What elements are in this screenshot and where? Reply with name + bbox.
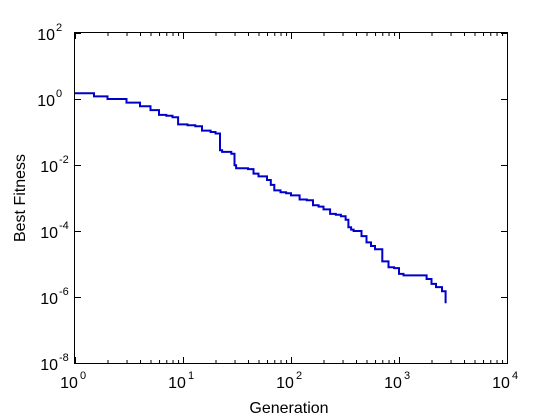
- y-tick-label-exponent: -2: [59, 154, 69, 166]
- series-layer: [75, 92, 447, 304]
- x-tick-label: 10: [384, 375, 402, 392]
- x-tick-label-exponent: 3: [404, 370, 410, 382]
- x-tick-label-exponent: 1: [188, 370, 194, 382]
- y-tick-label-exponent: -8: [59, 352, 69, 364]
- x-tick-label-exponent: 4: [512, 370, 518, 382]
- y-tick-label: 10: [40, 159, 58, 176]
- x-tick-labels: 10 0 10 1 10 2 10 3 10 4: [60, 370, 518, 392]
- x-tick-label: 10: [168, 375, 186, 392]
- y-tick-label: 10: [40, 225, 58, 242]
- y-tick-label-exponent: 2: [56, 22, 62, 34]
- x-tick-label-exponent: 2: [296, 370, 302, 382]
- x-axis-title: Generation: [249, 400, 328, 417]
- y-tick-label-exponent: -4: [59, 220, 69, 232]
- x-tick-label: 10: [276, 375, 294, 392]
- y-tick-label-exponent: -6: [59, 286, 69, 298]
- best-fitness-line: [75, 92, 447, 304]
- y-tick-label: 10: [40, 357, 58, 374]
- x-tick-label: 10: [492, 375, 510, 392]
- x-tick-label-exponent: 0: [80, 370, 86, 382]
- y-tick-label: 10: [37, 27, 55, 44]
- plot-area-frame: [74, 32, 508, 364]
- x-tick-label: 10: [60, 375, 78, 392]
- y-tick-label-exponent: 0: [56, 88, 62, 100]
- y-tick-label: 10: [37, 93, 55, 110]
- minor-ticks: [107, 33, 504, 363]
- y-axis-title: Best Fitness: [12, 154, 29, 242]
- y-tick-label: 10: [40, 291, 58, 308]
